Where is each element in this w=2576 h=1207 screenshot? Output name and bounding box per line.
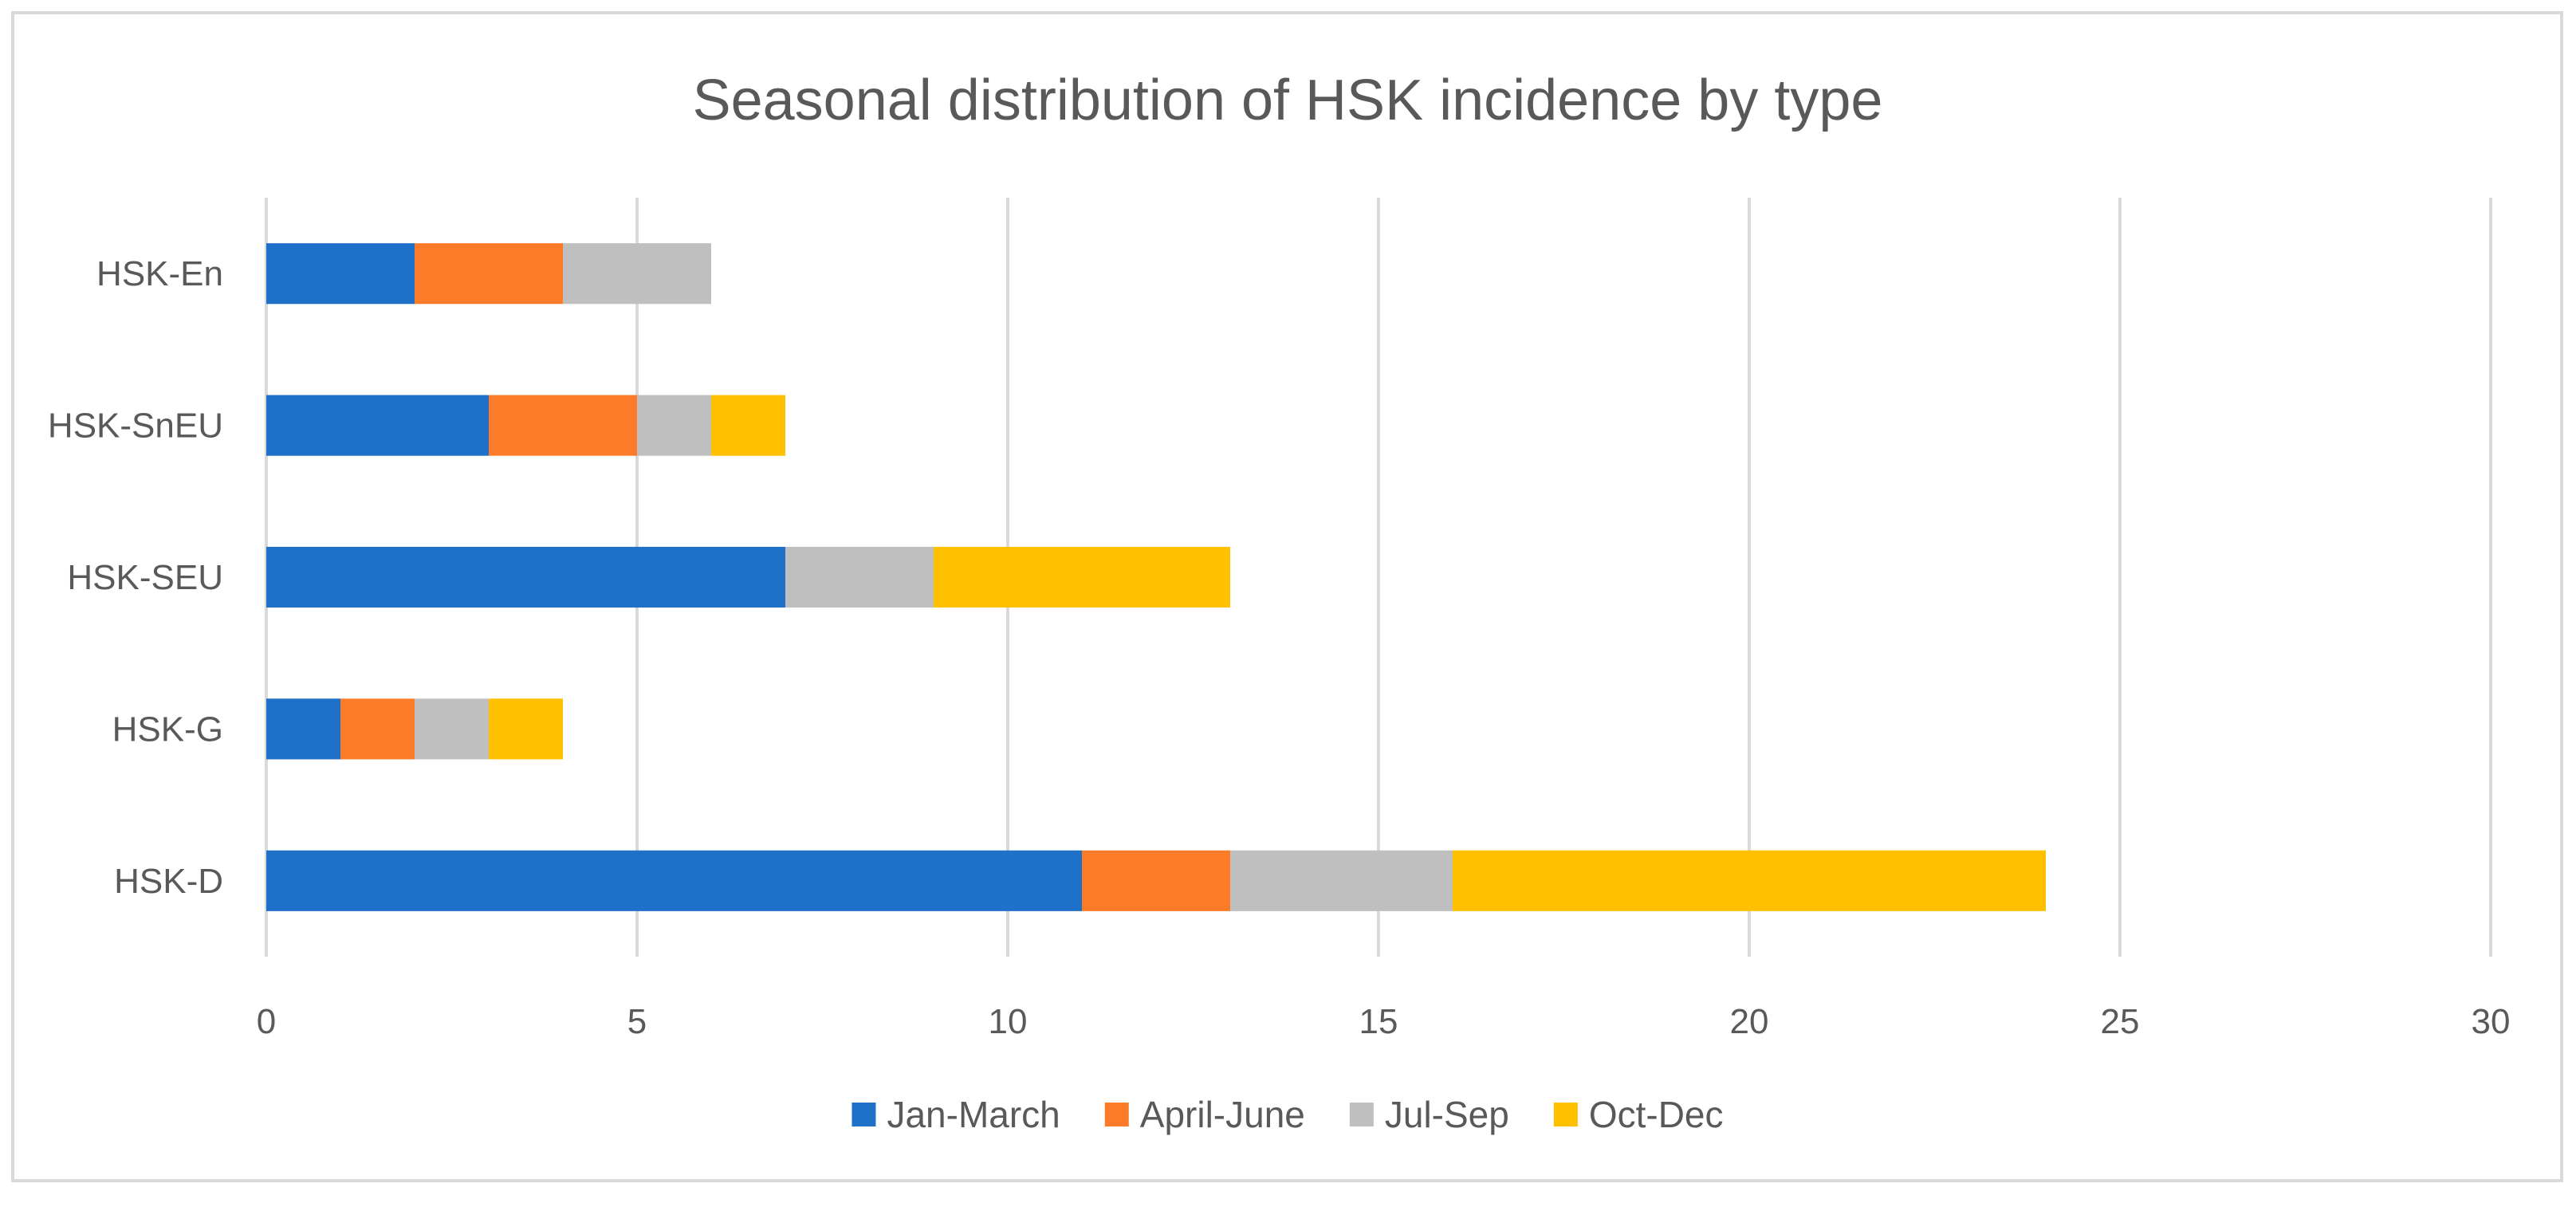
category-label: HSK-SEU [67,558,223,597]
bar-HSK-En-Jul-Sep [563,243,711,305]
bar-HSK-SnEU-Jul-Sep [637,395,711,456]
bar-HSK-D-April-June [1082,850,1230,911]
category-label: HSK-D [114,862,223,901]
x-tick-label: 20 [1730,1002,1769,1041]
category-label: HSK-En [96,254,223,293]
legend-label-April-June: April-June [1140,1094,1305,1135]
x-tick-label: 25 [2101,1002,2140,1041]
category-label: HSK-SnEU [48,407,223,446]
y-axis-categories: HSK-En HSK-SnEU HSK-SEU HSK-G HSK-D [48,254,223,901]
bar-HSK-G-Jul-Sep [415,698,489,760]
bar-HSK-En-Jan-March [266,243,415,305]
legend-label-Jul-Sep: Jul-Sep [1385,1094,1509,1135]
bar-HSK-G-April-June [340,698,415,760]
x-tick-label: 5 [627,1002,647,1041]
bar-HSK-SEU-Oct-Dec [934,546,1230,608]
category-label: HSK-G [112,710,223,749]
bar-HSK-G-Jan-March [266,698,340,760]
bar-HSK-G-Oct-Dec [489,698,563,760]
bar-HSK-SEU-Jan-March [266,546,785,608]
legend-swatch-April-June [1104,1103,1129,1126]
x-tick-label: 0 [257,1002,276,1041]
x-tick-label: 30 [2472,1002,2511,1041]
bar-HSK-D-Jul-Sep [1230,850,1453,911]
bar-HSK-SEU-Jul-Sep [785,546,934,608]
x-axis-ticks: 0 5 10 15 20 25 30 [257,1002,2511,1041]
legend-swatch-Jan-March [851,1103,876,1126]
gridlines [265,198,2492,957]
legend: Jan-March April-June Jul-Sep Oct-Dec [851,1094,1724,1135]
bars [266,243,2046,911]
x-tick-label: 15 [1359,1002,1398,1041]
legend-swatch-Jul-Sep [1349,1103,1374,1126]
chart-title: Seasonal distribution of HSK incidence b… [693,69,1883,132]
bar-HSK-En-April-June [415,243,563,305]
x-tick-label: 10 [989,1002,1028,1041]
bar-HSK-SnEU-April-June [489,395,637,456]
bar-HSK-D-Jan-March [266,850,1082,911]
bar-HSK-SnEU-Oct-Dec [711,395,785,456]
bar-HSK-SnEU-Jan-March [266,395,489,456]
bar-HSK-D-Oct-Dec [1453,850,2046,911]
legend-label-Jan-March: Jan-March [887,1094,1060,1135]
legend-label-Oct-Dec: Oct-Dec [1589,1094,1724,1135]
legend-swatch-Oct-Dec [1553,1103,1578,1126]
